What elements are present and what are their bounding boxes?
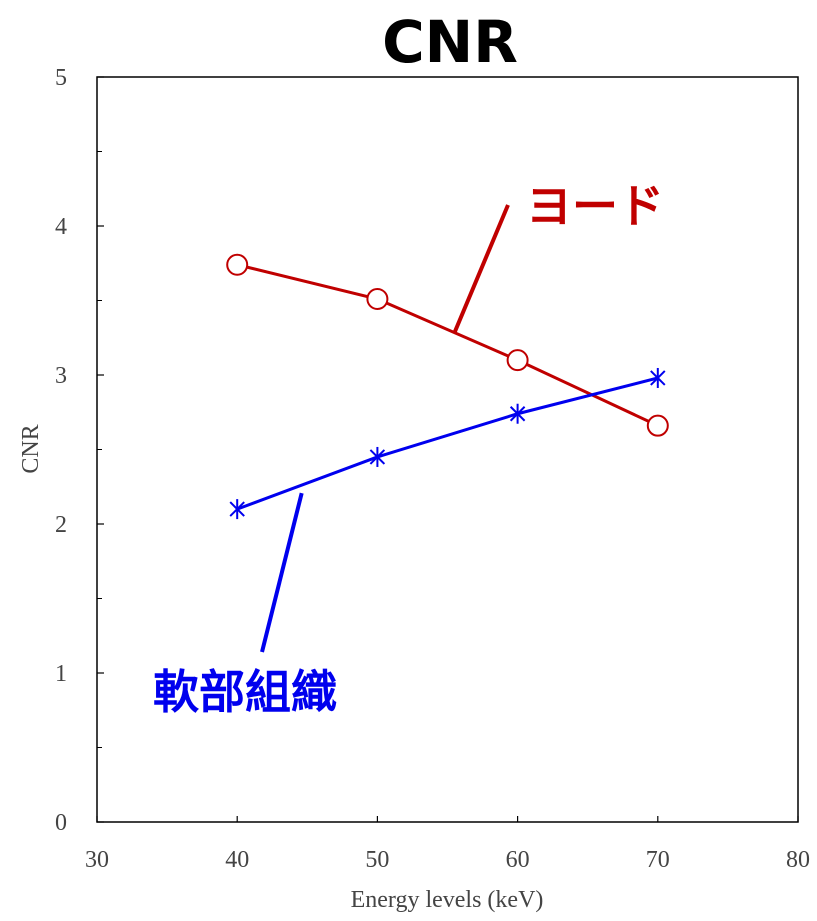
x-tick-label: 70 xyxy=(646,847,670,873)
data-point-asterisk xyxy=(509,403,526,424)
series-1-name-label: ヨード xyxy=(526,179,664,233)
series-2-name-label: 軟部組織 xyxy=(153,665,337,719)
series-line-1 xyxy=(236,263,659,428)
y-tick-label: 5 xyxy=(55,65,67,91)
data-point-asterisk xyxy=(650,367,666,388)
x-tick-label: 40 xyxy=(225,847,249,873)
series-2-leader-line xyxy=(260,492,304,653)
y-tick-label: 3 xyxy=(55,363,67,389)
y-tick-label: 1 xyxy=(55,661,67,687)
data-point-circle xyxy=(646,414,669,437)
data-point-circle xyxy=(506,349,529,372)
y-tick-label: 2 xyxy=(55,512,67,538)
x-tick-label: 80 xyxy=(786,847,810,873)
data-point-asterisk xyxy=(369,446,386,467)
y-tick-label: 4 xyxy=(55,214,67,240)
x-tick-label: 50 xyxy=(365,847,389,873)
x-axis-label: Energy levels (keV) xyxy=(351,887,544,913)
x-tick-label: 60 xyxy=(506,847,530,873)
data-point-asterisk xyxy=(229,499,245,520)
y-tick-label: 0 xyxy=(55,810,67,836)
data-point-circle xyxy=(226,253,249,276)
series-1-leader-line xyxy=(452,204,510,334)
data-point-circle xyxy=(366,288,389,311)
y-axis-label: CNR xyxy=(18,424,44,473)
chart-title: CNR xyxy=(382,8,518,76)
x-tick-label: 30 xyxy=(85,847,109,873)
series-line-2 xyxy=(236,376,659,511)
